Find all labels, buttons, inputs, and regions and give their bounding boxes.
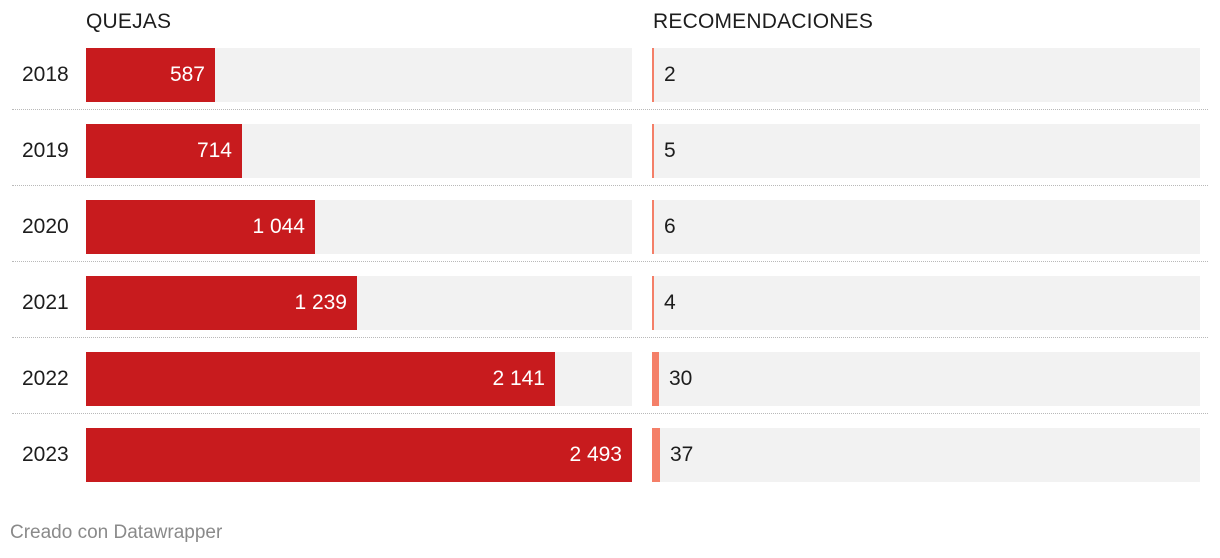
quejas-column-header: QUEJAS <box>86 10 172 33</box>
row-separator <box>12 109 1208 110</box>
category-label: 2019 <box>22 139 69 162</box>
category-label: 2018 <box>22 63 69 86</box>
recomendaciones-value-label: 2 <box>664 63 676 86</box>
quejas-value-label: 2 141 <box>492 367 545 390</box>
chart-row: 2020 1 044 6 <box>0 186 1220 262</box>
quejas-bar <box>86 428 632 482</box>
category-label: 2022 <box>22 367 69 390</box>
recomendaciones-track: 6 <box>652 200 1200 254</box>
recomendaciones-value-label: 30 <box>669 367 693 390</box>
quejas-value-label: 2 493 <box>569 443 622 466</box>
row-separator <box>12 261 1208 262</box>
quejas-value-label: 1 044 <box>252 215 305 238</box>
row-separator <box>12 185 1208 186</box>
recomendaciones-value-label: 5 <box>664 139 676 162</box>
row-separator <box>12 337 1208 338</box>
row-separator <box>12 413 1208 414</box>
quejas-bar <box>86 124 242 178</box>
recomendaciones-bar <box>652 276 654 330</box>
recomendaciones-track: 2 <box>652 48 1200 102</box>
recomendaciones-bar <box>652 124 654 178</box>
recomendaciones-bar <box>652 200 654 254</box>
recomendaciones-value-label: 4 <box>664 291 676 314</box>
quejas-bar <box>86 276 357 330</box>
recomendaciones-column-header: RECOMENDACIONES <box>653 10 874 33</box>
quejas-bar <box>86 200 315 254</box>
quejas-track: 714 <box>86 124 632 178</box>
quejas-track: 2 493 <box>86 428 632 482</box>
chart-row: 2021 1 239 4 <box>0 262 1220 338</box>
category-label: 2021 <box>22 291 69 314</box>
category-label: 2020 <box>22 215 69 238</box>
quejas-value-label: 714 <box>196 139 232 162</box>
recomendaciones-bar <box>652 428 660 482</box>
quejas-track: 587 <box>86 48 632 102</box>
quejas-track: 2 141 <box>86 352 632 406</box>
quejas-bar <box>86 352 555 406</box>
quejas-value-label: 587 <box>169 63 205 86</box>
chart-row: 2023 2 493 37 <box>0 414 1220 490</box>
chart-row: 2019 714 5 <box>0 110 1220 186</box>
recomendaciones-value-label: 37 <box>670 443 694 466</box>
recomendaciones-track: 5 <box>652 124 1200 178</box>
recomendaciones-bar <box>652 48 654 102</box>
recomendaciones-value-label: 6 <box>664 215 676 238</box>
recomendaciones-bar <box>652 352 659 406</box>
quejas-track: 1 044 <box>86 200 632 254</box>
quejas-value-label: 1 239 <box>294 291 347 314</box>
quejas-track: 1 239 <box>86 276 632 330</box>
recomendaciones-track: 4 <box>652 276 1200 330</box>
chart-credit[interactable]: Creado con Datawrapper <box>10 522 223 543</box>
chart-row: 2022 2 141 30 <box>0 338 1220 414</box>
quejas-bar <box>86 48 215 102</box>
chart-row: 2018 587 2 <box>0 34 1220 110</box>
recomendaciones-track: 37 <box>652 428 1200 482</box>
recomendaciones-track: 30 <box>652 352 1200 406</box>
category-label: 2023 <box>22 443 69 466</box>
